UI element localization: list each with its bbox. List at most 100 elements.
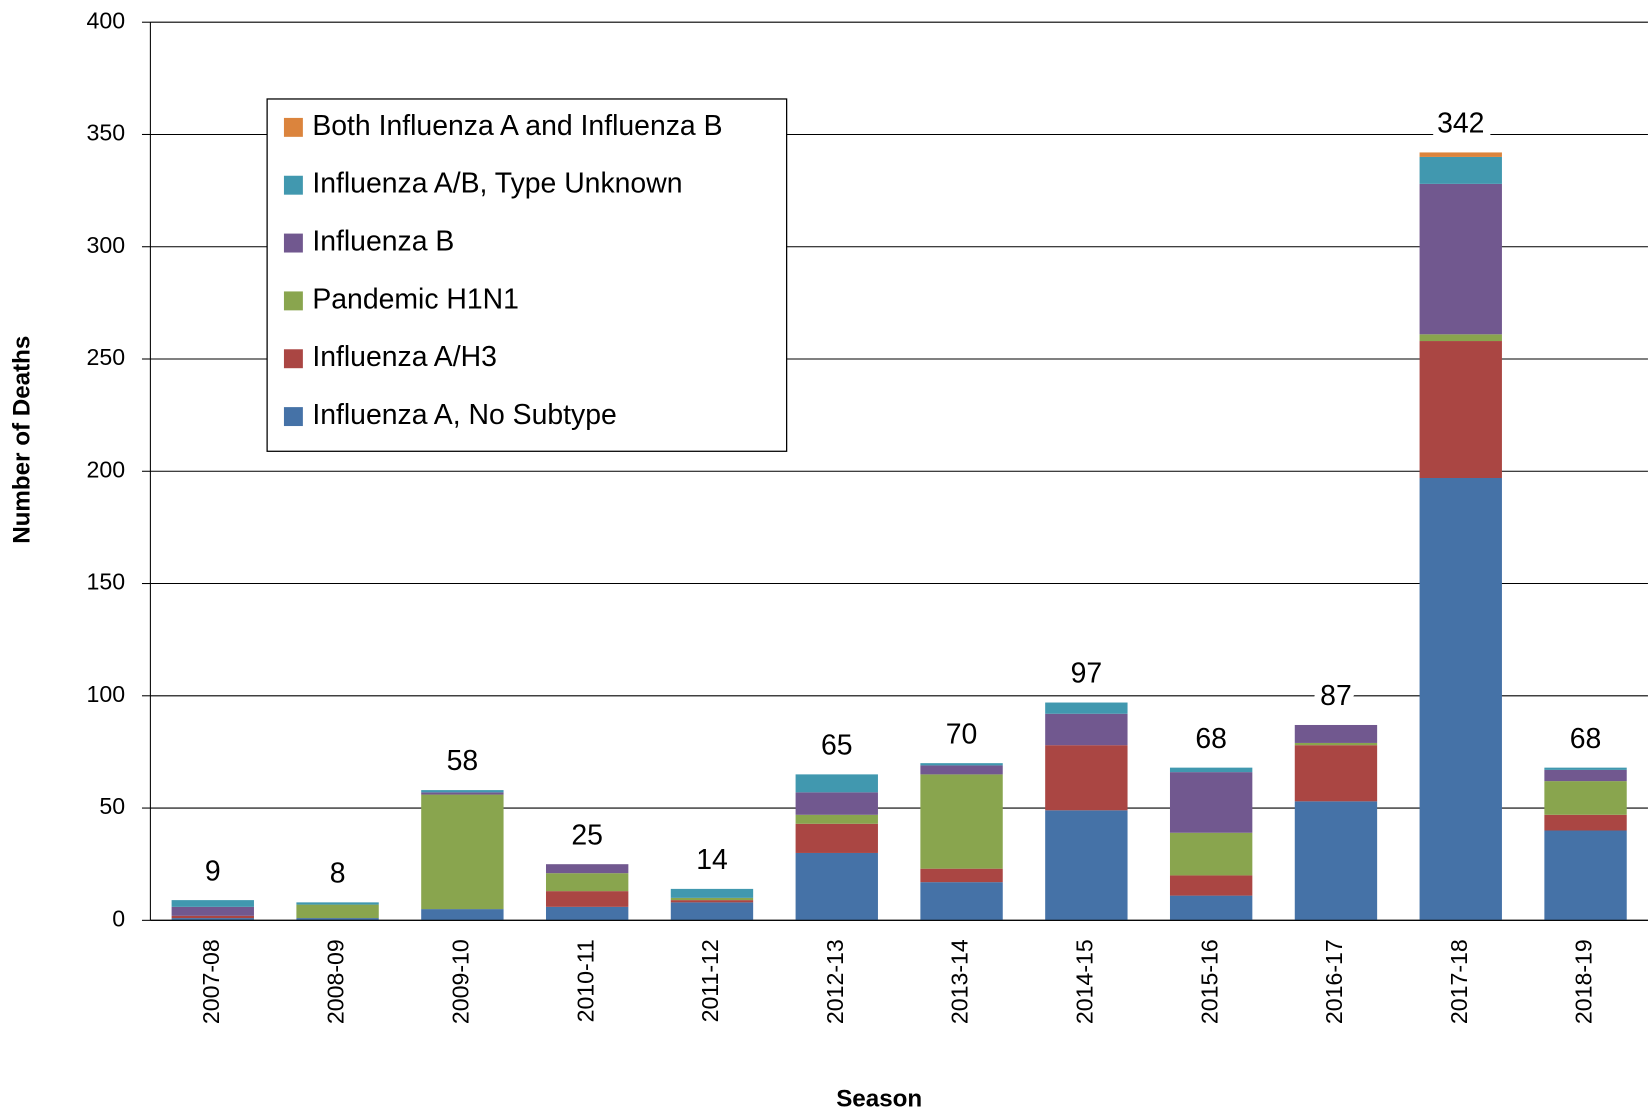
x-tick-label: 2013-14 bbox=[947, 939, 973, 1024]
legend-swatch bbox=[283, 175, 303, 195]
legend-swatch bbox=[283, 349, 303, 369]
bar-segment bbox=[421, 909, 504, 921]
bar-segment bbox=[795, 852, 878, 921]
bar-segment bbox=[1169, 772, 1253, 833]
legend-box bbox=[266, 98, 788, 452]
bar-segment bbox=[1544, 814, 1627, 831]
bar-segment bbox=[545, 906, 629, 921]
total-label: 342 bbox=[1437, 108, 1484, 140]
legend-swatch bbox=[283, 407, 303, 427]
x-tick-label: 2014-15 bbox=[1071, 939, 1097, 1024]
x-tick-label: 2018-19 bbox=[1571, 939, 1597, 1024]
y-tick-label: 150 bbox=[87, 569, 126, 595]
bar-segment bbox=[296, 902, 379, 905]
total-label: 68 bbox=[1570, 723, 1602, 755]
x-tick-label: 2012-13 bbox=[822, 939, 848, 1024]
bar-segment bbox=[296, 904, 379, 919]
bar-segment bbox=[1045, 713, 1128, 746]
x-tick-label: 2008-09 bbox=[323, 939, 349, 1024]
bar-segment bbox=[421, 792, 504, 795]
bar-segment bbox=[1294, 801, 1378, 921]
x-tick-label: 2016-17 bbox=[1321, 939, 1347, 1024]
x-tick-label: 2009-10 bbox=[447, 939, 473, 1024]
bar-segment bbox=[1169, 767, 1253, 773]
total-label: 68 bbox=[1195, 723, 1227, 755]
x-axis-title: Season bbox=[836, 1086, 922, 1113]
bar-segment bbox=[1419, 334, 1502, 342]
bar-segment bbox=[296, 918, 379, 921]
total-label: 97 bbox=[1071, 658, 1103, 690]
bar-segment bbox=[670, 902, 754, 921]
bar-segment bbox=[545, 891, 629, 907]
bar-segment bbox=[795, 814, 878, 824]
bar-segment bbox=[171, 900, 254, 907]
bar-segment bbox=[1169, 875, 1253, 896]
bar-segment bbox=[1294, 745, 1378, 802]
total-label: 58 bbox=[447, 745, 479, 777]
legend-swatch bbox=[283, 233, 303, 253]
y-tick-label: 400 bbox=[87, 7, 126, 33]
x-tick-label: 2007-08 bbox=[198, 939, 224, 1024]
legend-label: Influenza A, No Subtype bbox=[312, 399, 616, 431]
bar-segment bbox=[1045, 810, 1128, 921]
x-tick-label: 2015-16 bbox=[1196, 939, 1222, 1024]
bar-segment bbox=[171, 906, 254, 916]
bar-segment bbox=[1294, 742, 1378, 746]
bar-segment bbox=[1419, 341, 1502, 478]
bar-segment bbox=[421, 794, 504, 910]
bar-segment bbox=[171, 918, 254, 921]
bar-segment bbox=[1419, 183, 1502, 335]
bar-segment bbox=[920, 763, 1003, 766]
x-tick-label: 2011-12 bbox=[697, 939, 723, 1022]
x-tick-label: 2017-18 bbox=[1446, 939, 1472, 1024]
legend-label: Pandemic H1N1 bbox=[312, 283, 519, 315]
bar-segment bbox=[920, 882, 1003, 921]
total-label: 87 bbox=[1320, 680, 1352, 712]
bar-segment bbox=[1169, 832, 1253, 876]
legend-label: Influenza A/H3 bbox=[312, 341, 497, 373]
bar-segment bbox=[1419, 152, 1502, 157]
y-tick-label: 200 bbox=[87, 456, 126, 482]
y-tick-label: 50 bbox=[99, 793, 125, 819]
legend-label: Influenza A/B, Type Unknown bbox=[312, 168, 682, 200]
bar-segment bbox=[1419, 477, 1502, 921]
bar-segment bbox=[1045, 702, 1128, 714]
y-tick-label: 100 bbox=[87, 681, 126, 707]
bar-segment bbox=[545, 873, 629, 892]
bar-segment bbox=[1544, 830, 1627, 921]
legend-swatch bbox=[283, 117, 303, 137]
total-label: 70 bbox=[946, 718, 978, 750]
total-label: 9 bbox=[205, 855, 221, 887]
bar-segment bbox=[1544, 781, 1627, 815]
x-tick-label: 2010-11 bbox=[572, 939, 598, 1022]
bar-segment bbox=[545, 864, 629, 874]
bar-segment bbox=[670, 888, 754, 898]
bar-segment bbox=[1419, 156, 1502, 184]
bar-segment bbox=[1544, 769, 1627, 782]
bar-segment bbox=[795, 792, 878, 815]
bar-segment bbox=[920, 774, 1003, 869]
bar-segment bbox=[920, 765, 1003, 775]
bar-segment bbox=[795, 774, 878, 793]
total-label: 65 bbox=[821, 730, 853, 762]
bar-segment bbox=[920, 868, 1003, 883]
bar-segment bbox=[171, 915, 254, 919]
bar-segment bbox=[670, 897, 754, 901]
y-tick-label: 0 bbox=[112, 905, 125, 931]
y-axis-title: Number of Deaths bbox=[9, 336, 36, 544]
y-tick-label: 350 bbox=[87, 120, 126, 146]
y-tick-label: 300 bbox=[87, 232, 126, 258]
total-label: 14 bbox=[696, 844, 728, 876]
total-label: 25 bbox=[571, 819, 603, 851]
legend-label: Both Influenza A and Influenza B bbox=[312, 110, 722, 142]
legend-label: Influenza B bbox=[312, 226, 454, 258]
bar-segment bbox=[670, 900, 754, 903]
total-label: 8 bbox=[330, 858, 346, 890]
bar-segment bbox=[1294, 724, 1378, 743]
legend-swatch bbox=[283, 291, 303, 311]
bar-segment bbox=[421, 790, 504, 793]
bar-segment bbox=[1544, 767, 1627, 770]
bar-segment bbox=[1045, 745, 1128, 811]
bar-segment bbox=[795, 823, 878, 853]
